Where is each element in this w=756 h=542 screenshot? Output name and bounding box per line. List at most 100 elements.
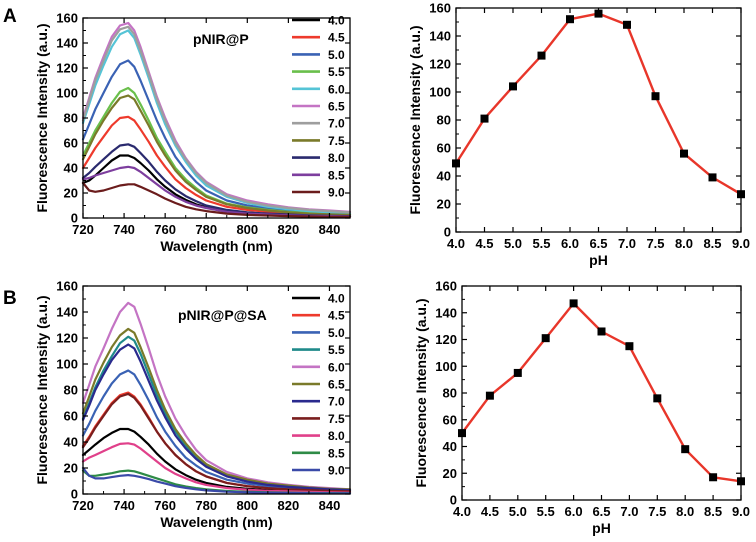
data-point-marker bbox=[541, 334, 550, 343]
y-tick-label: 40 bbox=[437, 169, 451, 184]
legend-label-6.0: 6.0 bbox=[328, 360, 345, 374]
y-tick-label: 120 bbox=[435, 332, 457, 347]
y-tick-label: 60 bbox=[443, 412, 457, 427]
y-tick-label: 60 bbox=[64, 136, 78, 151]
y-tick-label: 20 bbox=[64, 461, 78, 476]
x-tick-label: 740 bbox=[113, 498, 135, 513]
y-tick-label: 160 bbox=[435, 279, 457, 294]
x-tick-label: 820 bbox=[278, 222, 300, 237]
plot-frame bbox=[455, 7, 742, 233]
series-line-7.5 bbox=[81, 392, 352, 493]
series-line-7.0 bbox=[81, 25, 352, 214]
x-axis-title: Wavelength (nm) bbox=[160, 238, 272, 254]
x-tick-label: 6.0 bbox=[565, 504, 583, 519]
x-tick-label: 5.5 bbox=[537, 504, 555, 519]
y-tick-label: 160 bbox=[56, 11, 78, 26]
x-tick-label: 9.0 bbox=[732, 504, 750, 519]
y-tick-label: 140 bbox=[429, 29, 451, 44]
x-tick-label: 7.0 bbox=[620, 504, 638, 519]
x-tick-label: 5.0 bbox=[509, 504, 527, 519]
legend-label-4.5: 4.5 bbox=[328, 309, 345, 323]
y-tick-label: 140 bbox=[56, 305, 78, 320]
legend-label-9.0: 9.0 bbox=[328, 464, 345, 478]
y-tick-label: 20 bbox=[443, 466, 457, 481]
y-tick-label: 0 bbox=[444, 225, 451, 240]
x-tick-label: 760 bbox=[154, 222, 176, 237]
x-tick-label: 8.5 bbox=[703, 236, 721, 251]
y-tick-label: 40 bbox=[64, 435, 78, 450]
legend-label-8.5: 8.5 bbox=[328, 446, 345, 460]
y-tick-label: 100 bbox=[56, 357, 78, 372]
data-point-marker bbox=[569, 299, 578, 308]
y-tick-label: 80 bbox=[437, 113, 451, 128]
x-tick-label: 6.0 bbox=[561, 236, 579, 251]
y-tick-label: 100 bbox=[435, 359, 457, 374]
legend-label-4.0: 4.0 bbox=[328, 14, 345, 28]
chart-b-spectra: 4.0 4.5 5.0 5.5 6.0 6.5 7.0 7.5 8.0 8.5 9.0 0 20 40 60… bbox=[34, 279, 352, 530]
ph-series-line bbox=[454, 12, 742, 196]
x-axis-title: pH bbox=[589, 252, 608, 268]
legend-label-8.5: 8.5 bbox=[328, 168, 345, 182]
data-point-marker bbox=[509, 82, 517, 91]
sample-annotation: pNIR@P@SA bbox=[178, 307, 267, 323]
x-tick-label: 7.5 bbox=[646, 236, 664, 251]
x-tick-label: 8.0 bbox=[675, 236, 693, 251]
data-point-marker bbox=[709, 473, 718, 482]
data-point-marker bbox=[513, 368, 522, 377]
x-tick-label: 4.5 bbox=[481, 504, 499, 519]
legend-label-7.0: 7.0 bbox=[328, 117, 345, 131]
x-tick-label: 800 bbox=[236, 498, 258, 513]
x-tick-label: 4.0 bbox=[447, 236, 465, 251]
chart-b-ph: 0 20 40 60 80 100 120 140 160 4.0 4.5 5.0 5.5 6.0 6.5 7… bbox=[413, 279, 750, 537]
x-tick-label: 820 bbox=[278, 498, 300, 513]
legend-label-4.0: 4.0 bbox=[328, 292, 345, 306]
series-line-9.0 bbox=[81, 181, 352, 218]
panel-letter-b: B bbox=[3, 288, 17, 309]
y-tick-label: 160 bbox=[429, 1, 451, 16]
x-tick-label: 760 bbox=[154, 498, 176, 513]
legend-label-5.5: 5.5 bbox=[328, 65, 345, 79]
y-axis-title: Fluorescence Intensity (a.u.) bbox=[34, 23, 50, 212]
y-tick-label: 60 bbox=[437, 141, 451, 156]
x-tick-label: 9.0 bbox=[732, 236, 750, 251]
y-tick-label: 40 bbox=[443, 439, 457, 454]
x-tick-label: 5.0 bbox=[504, 236, 522, 251]
data-point-marker bbox=[708, 173, 717, 182]
plot-frame bbox=[461, 285, 742, 501]
series-line-7.0 bbox=[81, 343, 352, 492]
x-tick-label: 840 bbox=[319, 222, 341, 237]
y-tick-label: 60 bbox=[64, 409, 78, 424]
legend-label-4.5: 4.5 bbox=[328, 31, 345, 45]
x-tick-label: 6.5 bbox=[589, 236, 607, 251]
y-tick-label: 120 bbox=[56, 61, 78, 76]
series-line-5.0 bbox=[81, 59, 352, 216]
x-tick-label: 4.5 bbox=[475, 236, 493, 251]
y-tick-label: 140 bbox=[435, 305, 457, 320]
x-tick-label: 780 bbox=[195, 222, 217, 237]
y-tick-label: 0 bbox=[71, 211, 78, 226]
series-line-4.0 bbox=[81, 427, 352, 494]
legend-label-7.0: 7.0 bbox=[328, 395, 345, 409]
x-tick-label: 840 bbox=[319, 498, 341, 513]
data-point-marker bbox=[651, 92, 660, 101]
legend-label-8.0: 8.0 bbox=[328, 151, 345, 165]
data-point-marker bbox=[485, 391, 494, 400]
y-tick-label: 40 bbox=[64, 161, 78, 176]
legend-label-6.0: 6.0 bbox=[328, 82, 345, 96]
y-tick-label: 120 bbox=[429, 57, 451, 72]
series-line-9.0 bbox=[81, 466, 352, 495]
x-tick-label: 4.0 bbox=[453, 504, 471, 519]
x-tick-label: 8.0 bbox=[676, 504, 694, 519]
data-point-marker bbox=[681, 445, 690, 454]
y-tick-label: 120 bbox=[56, 331, 78, 346]
y-tick-label: 80 bbox=[64, 383, 78, 398]
series-line-8.0 bbox=[81, 442, 352, 494]
x-tick-label: 720 bbox=[72, 222, 94, 237]
panel-letter-a: A bbox=[3, 6, 17, 27]
data-point-marker bbox=[623, 20, 631, 29]
y-axis-title: Fluorescence Intensity (a.u.) bbox=[407, 25, 423, 214]
x-axis-title: Wavelength (nm) bbox=[160, 514, 272, 530]
x-tick-label: 7.0 bbox=[618, 236, 636, 251]
y-axis-title: Fluorescence Intensity (a.u.) bbox=[413, 298, 429, 487]
